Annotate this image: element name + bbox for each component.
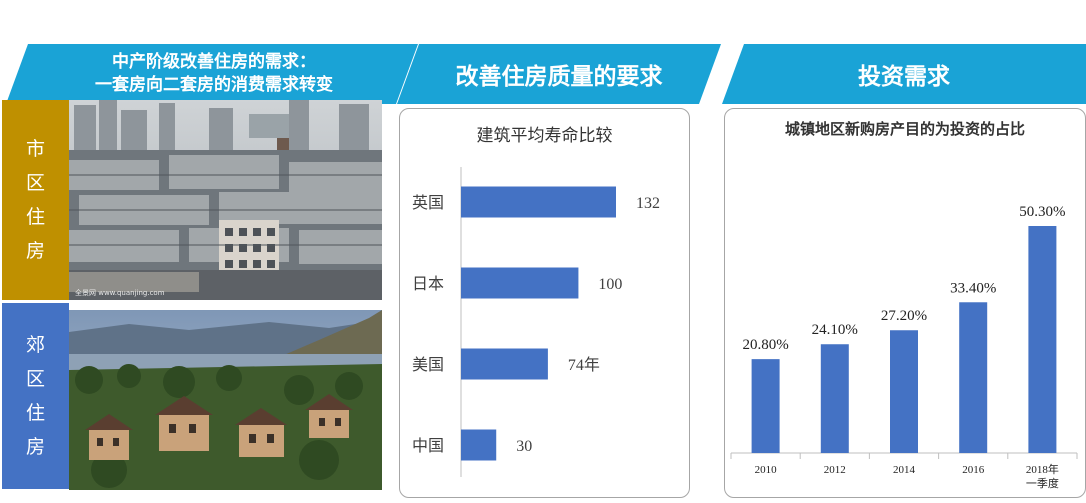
- value-label: 24.10%: [812, 322, 858, 338]
- category-label: 中国: [412, 436, 444, 455]
- side-char: 房: [25, 436, 45, 458]
- banner-left-line2: 一套房向二套房的消费需求转变: [95, 75, 333, 95]
- category-label: 一季度: [1026, 476, 1059, 490]
- value-label: 74年: [568, 356, 600, 374]
- category-label: 2012: [824, 464, 846, 476]
- side-char: 区: [25, 368, 45, 390]
- investment-share-chart: 20.80% 2010 24.10% 2012 27.20% 2014 33.40% 2016…: [730, 204, 1078, 490]
- value-label: 132: [636, 195, 660, 212]
- side-char: 房: [25, 240, 45, 262]
- value-label: 33.40%: [950, 280, 996, 296]
- bar: [959, 302, 988, 453]
- side-char: 市: [25, 138, 45, 160]
- banner-middle-text: 改善住房质量的要求: [455, 64, 663, 90]
- bar: [461, 348, 548, 380]
- banner-left-line1: 中产阶级改善住房的需求：: [112, 52, 316, 72]
- photo-watermark: 全景网 www.quanjing.com: [75, 289, 165, 297]
- chart-title: 建筑平均寿命比较: [476, 126, 613, 146]
- value-label: 30: [516, 438, 532, 455]
- banner-quality-demand: 改善住房质量的要求: [397, 44, 721, 104]
- bar: [461, 186, 616, 218]
- banner-middle-class-demand: 中产阶级改善住房的需求： 一套房向二套房的消费需求转变: [0, 44, 418, 104]
- value-label: 27.20%: [881, 308, 927, 324]
- side-char: 郊: [25, 334, 45, 356]
- bar: [751, 359, 780, 453]
- category-label: 日本: [412, 274, 444, 293]
- bar: [820, 344, 849, 453]
- value-label: 100: [598, 276, 622, 293]
- bar: [461, 429, 497, 461]
- value-label: 20.80%: [742, 337, 788, 353]
- side-char: 住: [25, 402, 45, 424]
- category-label: 2016: [962, 464, 985, 476]
- category-label: 2018年: [1026, 462, 1059, 476]
- bar: [1028, 226, 1057, 453]
- category-label: 美国: [412, 355, 444, 374]
- banner-shape: [397, 44, 721, 104]
- category-label: 英国: [412, 193, 444, 212]
- bar: [461, 267, 579, 299]
- banner-right-text: 投资需求: [858, 64, 950, 90]
- investment-share-panel: 城镇地区新购房产目的为投资的占比 20.80% 2010 24.10% 2012 27.…: [724, 108, 1086, 498]
- banner-shape: [6, 44, 418, 104]
- banner-shape: [722, 44, 1086, 104]
- chart-title: 城镇地区新购房产目的为投资的占比: [784, 120, 1025, 138]
- photo-urban-housing: 全景网 www.quanjing.com: [69, 100, 382, 300]
- bar: [890, 330, 918, 453]
- side-label-urban: 市 区 住 房: [2, 100, 69, 300]
- photo-suburban-housing: [69, 310, 382, 490]
- category-label: 2010: [755, 464, 778, 476]
- side-char: 住: [25, 206, 45, 228]
- category-label: 2014: [893, 464, 916, 476]
- side-char: 区: [25, 172, 45, 194]
- banner-investment-demand: 投资需求: [722, 44, 1086, 104]
- value-label: 50.30%: [1019, 204, 1065, 220]
- side-label-suburban: 郊 区 住 房: [2, 303, 69, 489]
- building-lifespan-panel: 建筑平均寿命比较 英国 132 日本 100 美国 74年中国 30: [399, 108, 690, 498]
